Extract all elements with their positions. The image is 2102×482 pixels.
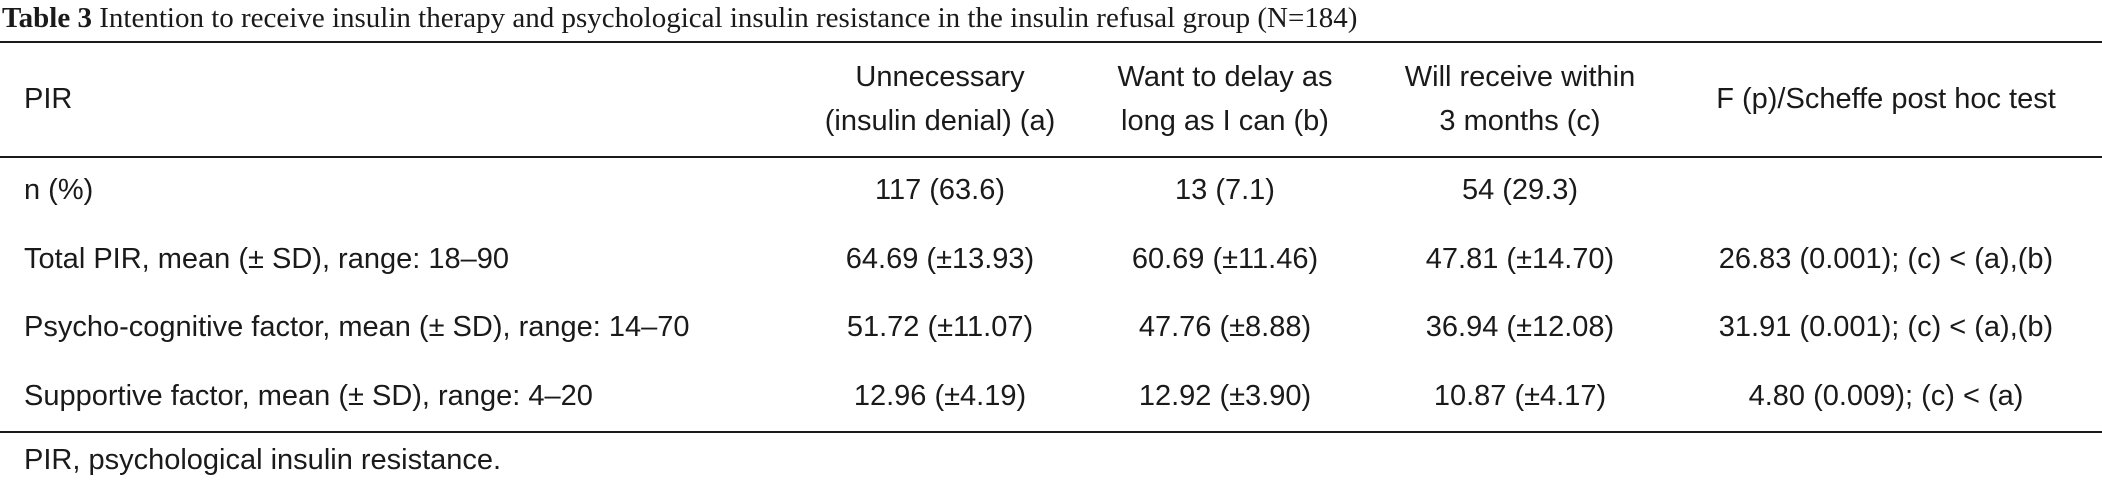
table-cell: 54 (29.3) [1461,174,1579,206]
table-cell: 12.96 (±4.19) [853,380,1027,412]
column-header-unnecessary: Unnecessary (insulin denial) (a) [800,55,1080,143]
column-header-pir: PIR [24,77,804,121]
table-cell: 36.94 (±12.08) [1425,311,1615,343]
table-row-label: n (%) [24,174,94,206]
table-cell: 26.83 (0.001); (c) < (a),(b) [1718,243,2054,275]
column-header-f-test-label: F (p)/Scheffe post hoc test [1716,83,2056,115]
table-footnote: PIR, psychological insulin resistance. [24,444,502,476]
table-cell: 47.76 (±8.88) [1138,311,1312,343]
table-header-rule [0,156,2102,158]
table-cell: 64.69 (±13.93) [845,243,1035,275]
table-caption-text: Intention to receive insulin therapy and… [99,2,1358,34]
column-header-unnecessary-line-1: Unnecessary [855,61,1025,93]
column-header-will-receive-line-2: 3 months (c) [1439,105,1601,137]
table-cell: 31.91 (0.001); (c) < (a),(b) [1718,311,2054,343]
column-header-want-to-delay-line-1: Want to delay as [1117,61,1333,93]
table-top-rule [0,41,2102,43]
table-cell: 51.72 (±11.07) [846,311,1034,343]
table-cell: 117 (63.6) [874,174,1006,206]
table-cell: 12.92 (±3.90) [1138,380,1312,412]
table-cell: 4.80 (0.009); (c) < (a) [1748,380,2024,412]
column-header-will-receive: Will receive within 3 months (c) [1370,55,1670,143]
table-row-label: Psycho-cognitive factor, mean (± SD), ra… [24,311,690,343]
column-header-want-to-delay-line-2: long as I can (b) [1121,105,1329,137]
column-header-unnecessary-line-2: (insulin denial) (a) [824,105,1056,137]
table-row-label: Supportive factor, mean (± SD), range: 4… [24,380,593,412]
column-header-f-test: F (p)/Scheffe post hoc test [1670,77,2102,121]
table-cell: 47.81 (±14.70) [1425,243,1615,275]
table-bottom-rule [0,431,2102,433]
column-header-want-to-delay: Want to delay as long as I can (b) [1080,55,1370,143]
table-cell: 60.69 (±11.46) [1131,243,1319,275]
table-caption-label: Table 3 [2,2,92,34]
table-caption: Table 3 Intention to receive insulin the… [2,0,1357,38]
column-header-will-receive-line-1: Will receive within [1404,61,1636,93]
table-cell: 10.87 (±4.17) [1433,380,1607,412]
table-cell: 13 (7.1) [1175,174,1275,206]
column-header-pir-label: PIR [24,83,73,115]
table-row-label: Total PIR, mean (± SD), range: 18–90 [24,243,509,275]
